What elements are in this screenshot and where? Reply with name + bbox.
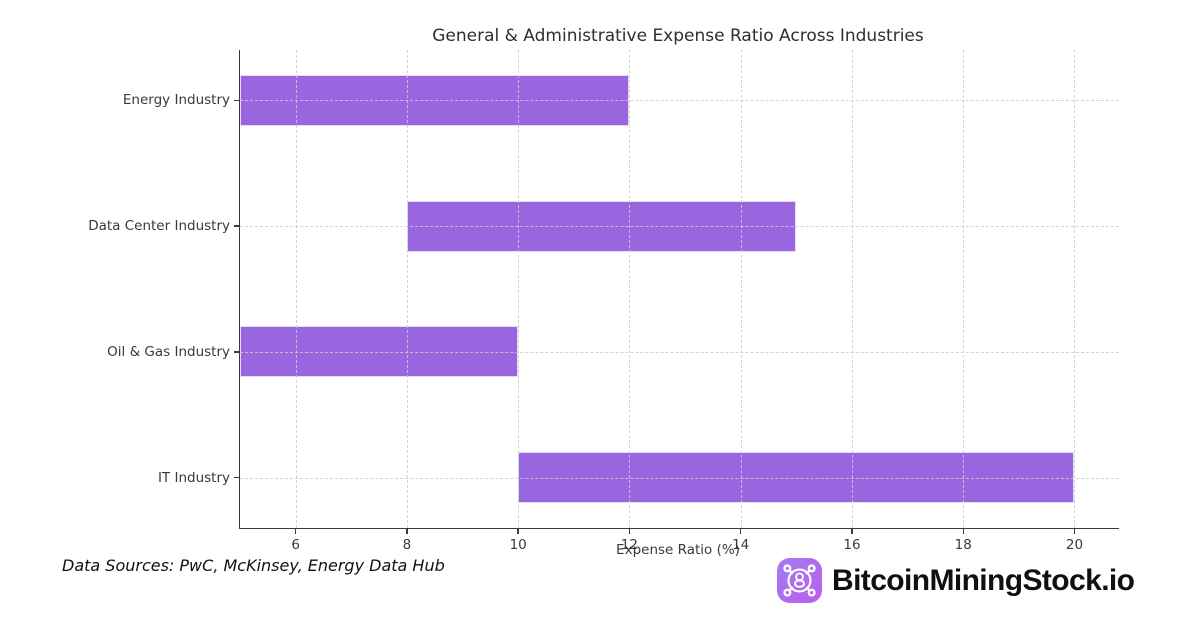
brand-logo: BitcoinMiningStock.io [776,557,1135,604]
x-tick-label: 12 [620,537,639,553]
x-tick-label: 8 [402,537,412,553]
bitcoin-mining-stock-icon [776,557,823,604]
x-tick-mark [851,528,853,534]
x-tick-mark [406,528,408,534]
grid-line-horizontal [240,226,1119,228]
x-tick-label: 6 [291,537,300,553]
brand-name: BitcoinMiningStock.io [832,563,1135,597]
grid-line-vertical [518,50,520,528]
grid-line-horizontal [240,100,1119,102]
grid-line-horizontal [240,351,1119,353]
x-tick-mark [1073,528,1076,534]
x-tick-mark [962,528,964,534]
x-tick-label: 16 [843,537,861,553]
x-axis-label: Expense Ratio (%) [616,542,740,558]
grid-line-vertical [851,50,853,528]
x-tick-label: 10 [509,537,527,553]
x-tick-mark [294,528,297,534]
category-label-energy-industry: Energy Industry [122,92,230,109]
x-tick-mark [517,528,519,534]
x-tick-mark [739,528,742,534]
grid-line-vertical [1074,50,1076,528]
y-tick-mark [234,476,240,479]
x-tick-label: 18 [954,537,972,553]
x-tick-label: 14 [732,537,750,553]
grid-line-vertical [295,50,297,528]
chart-title: General & Administrative Expense Ratio A… [432,26,924,46]
x-tick-label: 20 [1065,537,1084,553]
category-label-data-center-industry: Data Center Industry [88,218,230,235]
y-tick-mark [234,351,240,353]
x-tick-mark [628,528,631,534]
data-sources-note: Data Sources: PwC, McKinsey, Energy Data… [62,556,445,575]
grid-line-vertical [629,50,631,528]
plot-area: 6 8 10 12 14 16 18 20 Energy Industry Data Center… [88,50,1119,553]
grid-line-vertical [963,50,965,528]
category-label-it-industry: IT Industry [157,469,230,486]
grid-line-vertical [740,50,742,528]
category-label-oil-gas-industry: Oil & Gas Industry [107,343,230,360]
y-tick-mark [234,225,240,227]
grid-line-horizontal [240,477,1119,479]
y-tick-mark [234,99,240,101]
grid-line-vertical [406,50,408,528]
